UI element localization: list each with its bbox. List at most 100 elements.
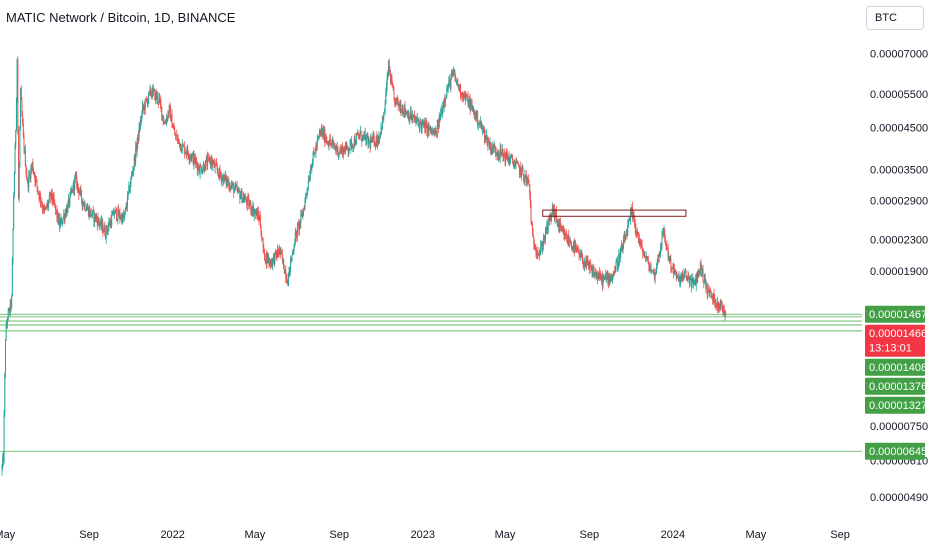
candle-body [281, 250, 283, 255]
candle-body [48, 200, 50, 206]
candle-body [619, 253, 621, 263]
candle-body [218, 168, 220, 178]
candle-body [296, 225, 298, 237]
candle-body [366, 135, 368, 137]
candle-body [274, 250, 276, 253]
candle-body [638, 234, 640, 244]
candle-body [655, 272, 657, 275]
candle-body [78, 188, 80, 195]
candle-body [240, 196, 242, 200]
candle-body [84, 202, 86, 210]
candle-body [341, 146, 343, 149]
candle-body [8, 308, 10, 311]
candle-body [722, 307, 724, 314]
candle-body [588, 261, 590, 269]
candle-body [292, 250, 294, 252]
candle-body [425, 122, 427, 124]
candle-body [401, 111, 403, 113]
candle-body [579, 253, 581, 258]
candle-body [386, 75, 388, 86]
candle-body [203, 164, 205, 169]
candle-body [669, 259, 671, 262]
candle-body [592, 270, 594, 276]
candle-body [701, 269, 703, 277]
candle-body [332, 141, 334, 143]
candle-body [98, 222, 100, 226]
candle-body [506, 153, 508, 159]
candle-body [449, 79, 451, 81]
currency-button[interactable]: BTC [866, 6, 924, 30]
candle-body [159, 98, 161, 104]
candle-body [652, 270, 654, 272]
candle-body [252, 205, 254, 214]
candle-body [510, 155, 512, 157]
candle-body [639, 239, 641, 243]
candle-body [115, 209, 117, 211]
candle-body [321, 128, 323, 136]
candle-body [503, 153, 505, 157]
candle-body [92, 210, 94, 216]
candle-body [48, 195, 50, 201]
candle-body [574, 244, 576, 253]
candle-body [3, 413, 5, 462]
candle-body [227, 181, 229, 184]
candle-body [141, 112, 143, 121]
candle-body [131, 174, 133, 178]
candle-body [323, 129, 325, 139]
candle-body [301, 213, 303, 215]
candle-body [82, 202, 84, 206]
candle-body [36, 179, 38, 187]
candle-body [716, 304, 718, 308]
candle-body [490, 148, 492, 153]
candle-body [170, 107, 172, 121]
candle-body [471, 104, 473, 109]
candle-body [21, 100, 23, 115]
candle-body [367, 135, 369, 144]
candle-body [152, 88, 154, 97]
candle-body [295, 231, 297, 234]
candle-body [105, 226, 107, 239]
candle-body [456, 80, 458, 81]
candle-body [481, 128, 483, 130]
candle-body [155, 92, 157, 101]
candle-body [126, 206, 128, 209]
candle-body [420, 120, 422, 124]
candle-body [518, 166, 520, 175]
candle-body [686, 277, 688, 280]
candle-body [578, 250, 580, 256]
candle-body [285, 269, 287, 279]
candle-body [102, 231, 104, 233]
candle-body [61, 222, 63, 224]
candle-body [512, 156, 514, 162]
candle-body [538, 254, 540, 256]
candle-body [231, 184, 233, 187]
candle-body [303, 209, 305, 210]
candle-body [355, 143, 357, 145]
candle-body [30, 168, 32, 179]
candle-body [37, 186, 39, 192]
candle-body [311, 166, 313, 170]
candle-body [111, 214, 113, 216]
candle-body [535, 249, 537, 252]
candle-body [214, 164, 216, 168]
candle-body [359, 131, 361, 134]
candle-body [257, 211, 259, 219]
candle-body [13, 196, 15, 229]
candle-body [461, 92, 463, 97]
candle-body [407, 112, 409, 119]
candle-body [120, 218, 122, 220]
candle-body [146, 99, 148, 101]
candle-body [633, 212, 635, 219]
candle-body [409, 117, 411, 121]
candle-body [505, 151, 507, 162]
candle-body [356, 134, 358, 136]
candle-body [133, 166, 135, 172]
candle-body [433, 130, 435, 135]
candle-body [406, 112, 408, 115]
candle-body [158, 97, 160, 103]
candle-body [276, 253, 278, 258]
candle-body [474, 110, 476, 118]
candle-body [380, 126, 382, 133]
